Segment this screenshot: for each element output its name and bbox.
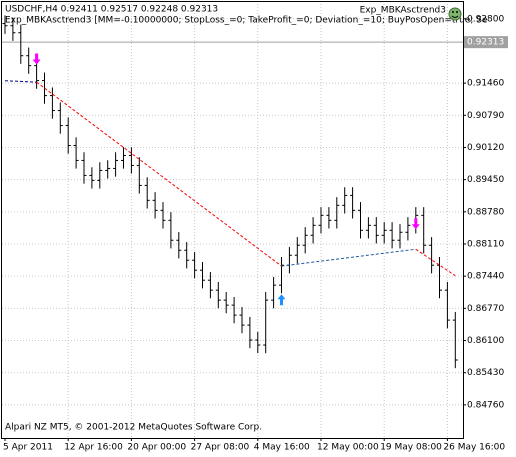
plot-frame [1, 1, 464, 439]
ohlc-bar [49, 87, 55, 119]
ohlc-bar [405, 217, 411, 241]
ohlc-bar [215, 281, 221, 309]
ohlc-bar [144, 177, 150, 209]
y-tick-label: 0.92800 [467, 14, 504, 24]
ohlc-bar [26, 47, 32, 74]
ohlc-bar [334, 197, 340, 229]
ohlc-bar [444, 281, 450, 329]
x-tick-label: 12 May 00:00 [317, 443, 379, 453]
ohlc-bar [2, 15, 8, 34]
ohlc-bar [255, 331, 261, 354]
expert-icon [448, 7, 462, 21]
ohlc-bar [452, 311, 458, 369]
expert-name: Exp_MBKAsctrend3 [360, 6, 446, 16]
ohlc-bar [57, 102, 63, 134]
ohlc-bar [231, 296, 237, 324]
sell-arrow [411, 218, 420, 230]
chart-title: USDCHF,H4 0.92411 0.92517 0.92248 0.9231… [5, 5, 218, 15]
sell-arrow [32, 53, 41, 65]
ohlc-bar [89, 167, 95, 189]
ohlc-bar [192, 252, 198, 279]
y-tick-label: 0.90120 [467, 143, 504, 153]
ohlc-bar [271, 276, 277, 309]
ohlc-bar [152, 192, 158, 219]
y-tick-label: 0.86770 [467, 304, 504, 314]
ohlc-bar [239, 306, 245, 334]
ohlc-bar [207, 272, 213, 299]
ohlc-bar [113, 152, 119, 177]
bid-label: 0.92313 [467, 38, 504, 48]
trade-line [415, 248, 456, 277]
y-tick-label: 0.90790 [467, 111, 504, 121]
ohlc-bar [176, 232, 182, 259]
ohlc-bar [421, 207, 427, 254]
trade-line [4, 80, 37, 83]
y-tick-label: 0.86100 [467, 336, 504, 346]
ohlc-bar [310, 217, 316, 244]
ohlc-bar [279, 257, 284, 294]
footer: Alpari NZ MT5, © 2001-2012 MetaQuotes So… [5, 423, 262, 433]
ohlc-bar [358, 202, 363, 239]
ohlc-bar [263, 291, 269, 354]
ohlc-bar [184, 242, 190, 269]
bid-label-box [464, 36, 508, 49]
ohlc-bar [18, 24, 24, 64]
y-tick-label: 0.87440 [467, 272, 504, 282]
ohlc-bar [168, 212, 174, 249]
buy-arrow [277, 294, 286, 306]
ohlc-bar [373, 217, 379, 244]
ohlc-bar [65, 117, 71, 154]
y-tick-label: 0.88780 [467, 207, 504, 217]
ohlc-bar [81, 152, 87, 184]
trade-line [281, 248, 416, 267]
ohlc-bar [105, 160, 111, 179]
x-tick-label: 4 May 16:00 [254, 443, 310, 453]
chart-subtitle: Exp_MBKAsctrend3 [MM=-0.10000000; StopLo… [5, 16, 488, 26]
ohlc-bar [326, 207, 332, 229]
x-tick-label: 20 Apr 00:00 [127, 443, 186, 453]
y-tick-label: 0.84760 [467, 400, 504, 410]
ohlc-bar [128, 147, 134, 174]
ohlc-bar [121, 147, 126, 169]
x-tick-label: 19 May 08:00 [380, 443, 442, 453]
ohlc-bar [10, 17, 16, 41]
ohlc-bar [136, 157, 142, 194]
ohlc-bar [437, 257, 442, 299]
marks [2, 15, 463, 369]
y-tick-label: 0.85430 [467, 368, 504, 378]
ohlc-bar [247, 316, 253, 349]
ohlc-bar [73, 137, 79, 169]
ohlc-bar [200, 262, 205, 289]
ohlc-bar [365, 217, 371, 239]
ohlc-bar [350, 187, 356, 219]
ohlc-bar [397, 224, 403, 249]
ohlc-bar [42, 72, 47, 104]
y-tick-label: 0.89450 [467, 175, 504, 185]
x-tick-label: 5 Apr 2011 [3, 443, 53, 453]
y-tick-label: 0.88110 [467, 239, 504, 249]
ohlc-bar [294, 237, 300, 264]
x-tick-label: 26 May 16:00 [443, 443, 505, 453]
ohlc-bar [318, 207, 324, 234]
ohlc-bar [381, 222, 387, 244]
ohlc-bar [160, 202, 166, 229]
ohlc-bar [389, 222, 395, 249]
ohlc-bar [223, 291, 229, 314]
trade-line [36, 81, 282, 267]
x-tick-label: 12 Apr 16:00 [64, 443, 123, 453]
ohlc-bar [429, 237, 435, 274]
ohlc-bar [302, 227, 308, 254]
ohlc-bar [342, 187, 348, 214]
y-tick-label: 0.91460 [467, 79, 504, 89]
x-tick-label: 27 Apr 08:00 [191, 443, 250, 453]
ohlc-bar [97, 162, 103, 189]
grid [2, 1, 463, 438]
